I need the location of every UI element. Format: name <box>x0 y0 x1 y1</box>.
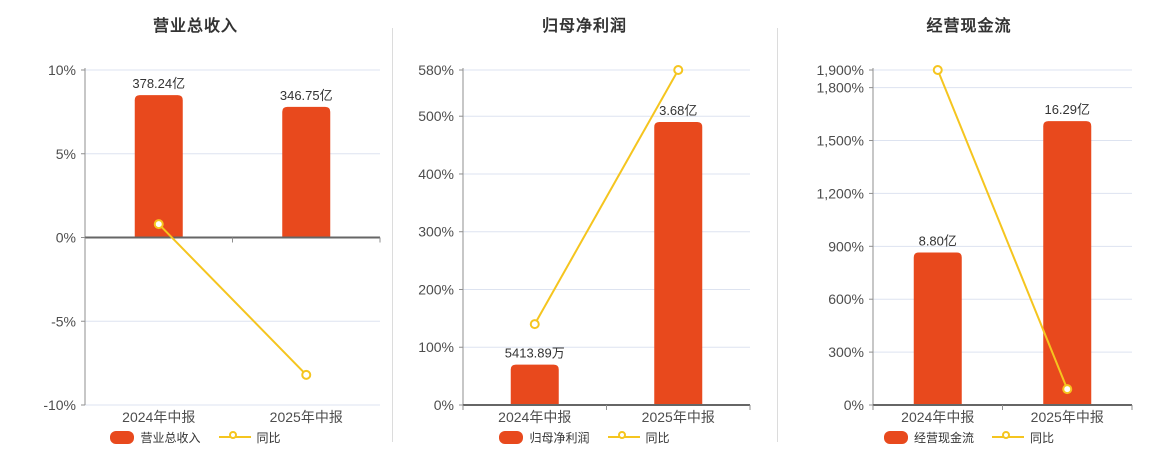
bar-value-label: 378.24亿 <box>132 76 185 91</box>
trend-marker[interactable] <box>932 65 943 75</box>
chart-title: 归母净利润 <box>541 18 627 35</box>
chart-panel-cash-flow: 1,900% 1,800% 1,500% 1,200% 900% 600% 300% 0% 8.… <box>778 0 1160 450</box>
legend-label: 同比 <box>1030 430 1055 445</box>
y-axis-tick-label: -10% <box>43 397 76 413</box>
trend-line <box>158 223 307 376</box>
y-axis-tick-label: 0% <box>56 230 76 246</box>
panel-divider <box>392 28 393 442</box>
bar-swatch-icon <box>110 430 135 444</box>
legend-label: 营业总收入 <box>140 430 201 445</box>
legend-label: 同比 <box>256 430 281 445</box>
chart-title: 营业总收入 <box>152 18 238 35</box>
legend-item-bar-series[interactable]: 经营现金流 <box>883 429 974 446</box>
y-axis-tick-label: 100% <box>418 339 454 355</box>
x-axis-label: 2024年中报 <box>122 409 195 425</box>
legend-item-bar-series[interactable]: 营业总收入 <box>110 429 201 446</box>
trend-marker[interactable] <box>1062 384 1073 395</box>
y-axis-tick-label: 0% <box>434 397 454 413</box>
legend-item-line-series[interactable]: 同比 <box>218 429 281 446</box>
trend-line <box>936 69 1069 390</box>
x-axis-label: 2024年中报 <box>901 409 974 425</box>
legend-item-line-series[interactable]: 同比 <box>992 429 1054 446</box>
bar-swatch-icon <box>499 430 524 444</box>
y-axis-tick-label: 0% <box>844 397 864 413</box>
y-axis-tick-label: 900% <box>828 238 864 254</box>
y-axis-tick-label: 500% <box>418 108 454 124</box>
trend-line <box>533 69 680 325</box>
trend-marker[interactable] <box>153 219 164 230</box>
y-axis-tick-label: 1,200% <box>817 185 864 201</box>
bar-value-label: 8.80亿 <box>919 233 957 248</box>
y-axis-tick-label: -5% <box>51 313 76 329</box>
legend-item-line-series[interactable]: 同比 <box>607 429 670 446</box>
chart-title: 经营现金流 <box>926 18 1012 35</box>
trend-marker[interactable] <box>301 369 312 380</box>
y-axis-tick-label: 300% <box>828 344 864 360</box>
x-axis-label: 2025年中报 <box>1031 409 1104 425</box>
x-axis-label: 2025年中报 <box>270 409 343 425</box>
legend-label: 归母净利润 <box>529 430 590 445</box>
chart-panel-revenue: 10% 5% 0% -5% -10% 378.24亿 346.75亿 2024年中报 2025年… <box>0 0 391 450</box>
line-marker-icon <box>218 431 251 443</box>
y-axis-tick-label: 10% <box>48 62 76 78</box>
trend-marker[interactable] <box>673 65 684 75</box>
x-axis-label: 2024年中报 <box>498 409 571 425</box>
x-axis-label: 2025年中报 <box>642 409 715 425</box>
bar-value-label: 346.75亿 <box>280 88 333 103</box>
net-profit-chart-plot: 580% 500% 400% 300% 200% 100% 0% 5413.89万 3.68亿 2… <box>418 62 751 425</box>
y-axis-tick-label: 400% <box>418 166 454 182</box>
y-axis-tick-label: 1,800% <box>817 80 864 96</box>
bar[interactable] <box>282 106 331 238</box>
y-axis-tick-label: 1,900% <box>817 62 864 78</box>
bar[interactable] <box>654 121 703 405</box>
chart-panel-net-profit: 580% 500% 400% 300% 200% 100% 0% 5413.89万 3.68亿 2… <box>392 0 777 450</box>
trend-marker[interactable] <box>529 319 540 330</box>
y-axis-tick-label: 600% <box>828 291 864 307</box>
bar[interactable] <box>913 252 962 405</box>
revenue-chart-plot: 10% 5% 0% -5% -10% 378.24亿 346.75亿 2024年中报 2025年… <box>43 62 381 425</box>
panel-divider <box>777 28 778 442</box>
bar-swatch-icon <box>883 430 908 444</box>
legend-label: 同比 <box>645 430 670 445</box>
y-axis-tick-label: 1,500% <box>817 133 864 149</box>
chart-legend: 归母净利润 同比 <box>392 427 777 447</box>
legend-label: 经营现金流 <box>913 430 974 445</box>
line-marker-icon <box>992 431 1024 443</box>
bar[interactable] <box>134 95 183 238</box>
legend-item-bar-series[interactable]: 归母净利润 <box>499 429 590 446</box>
chart-legend: 经营现金流 同比 <box>778 427 1160 447</box>
bar-value-label: 3.68亿 <box>659 103 697 118</box>
chart-legend: 营业总收入 同比 <box>0 427 391 447</box>
bar-value-label: 5413.89万 <box>505 346 565 361</box>
y-axis-tick-label: 5% <box>56 146 76 162</box>
y-axis-tick-label: 580% <box>418 62 454 78</box>
bar[interactable] <box>1043 121 1092 405</box>
cash-flow-chart-plot: 1,900% 1,800% 1,500% 1,200% 900% 600% 300% 0% 8.… <box>817 62 1133 425</box>
bar-value-label: 16.29亿 <box>1044 102 1090 117</box>
line-marker-icon <box>607 431 640 443</box>
y-axis-tick-label: 300% <box>418 224 454 240</box>
bar[interactable] <box>510 364 559 405</box>
y-axis-tick-label: 200% <box>418 281 454 297</box>
